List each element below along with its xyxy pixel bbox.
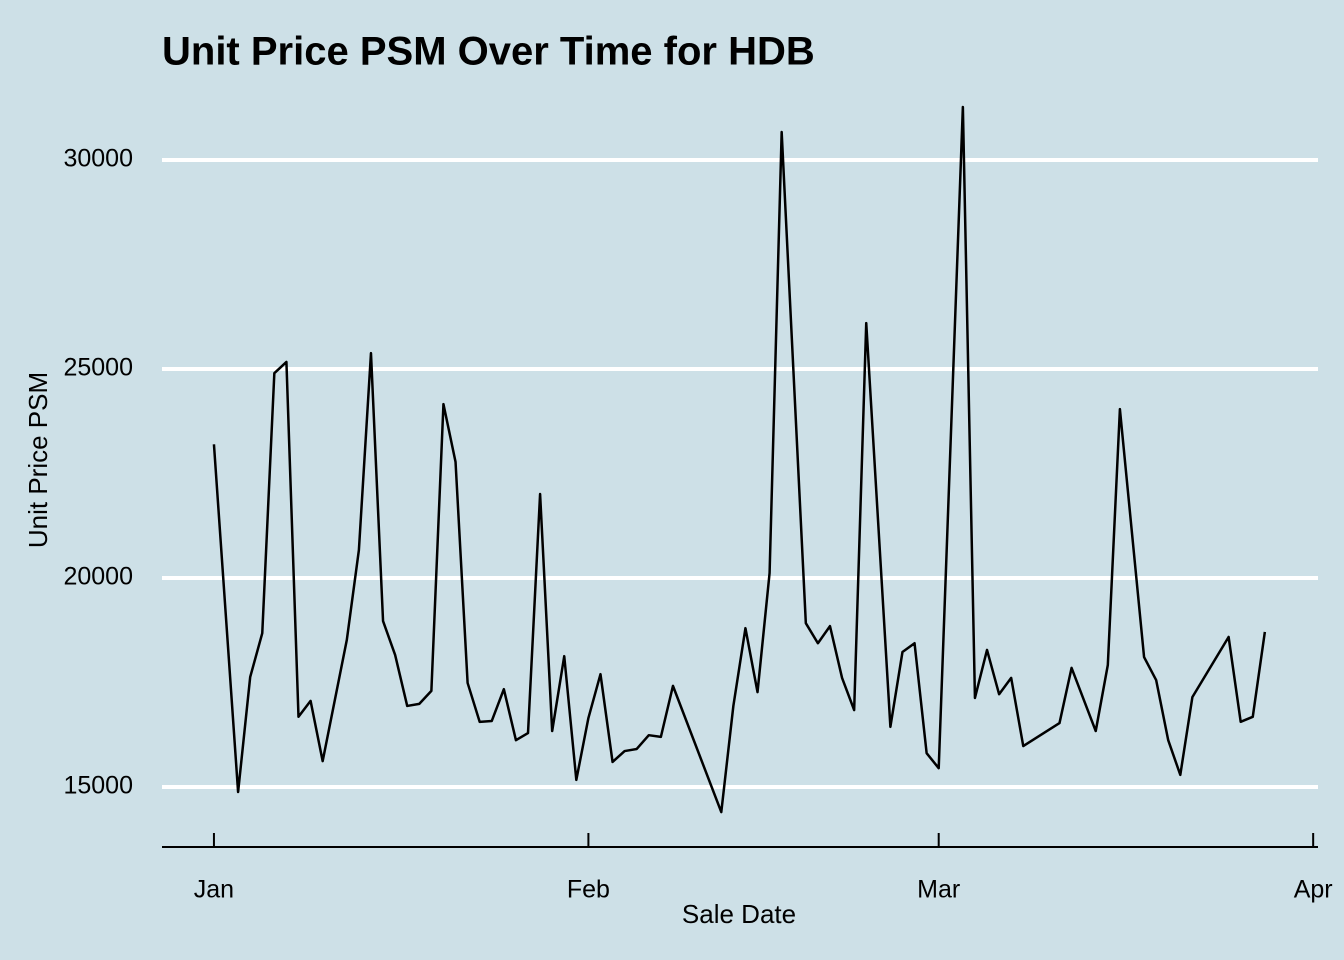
x-tick-label: Feb xyxy=(567,876,610,904)
x-tick-label: Apr xyxy=(1294,876,1333,904)
y-tick-label: 30000 xyxy=(63,145,133,173)
y-axis-title: Unit Price PSM xyxy=(23,372,53,548)
line-series xyxy=(212,105,1267,814)
y-tick-label: 20000 xyxy=(63,563,133,591)
y-tick-label: 25000 xyxy=(63,354,133,382)
y-tick-label: 15000 xyxy=(63,772,133,800)
x-axis-title: Sale Date xyxy=(682,899,796,929)
chart-title: Unit Price PSM Over Time for HDB xyxy=(162,30,815,74)
x-tick-label: Mar xyxy=(917,876,960,904)
x-tick-label: Jan xyxy=(194,876,234,904)
